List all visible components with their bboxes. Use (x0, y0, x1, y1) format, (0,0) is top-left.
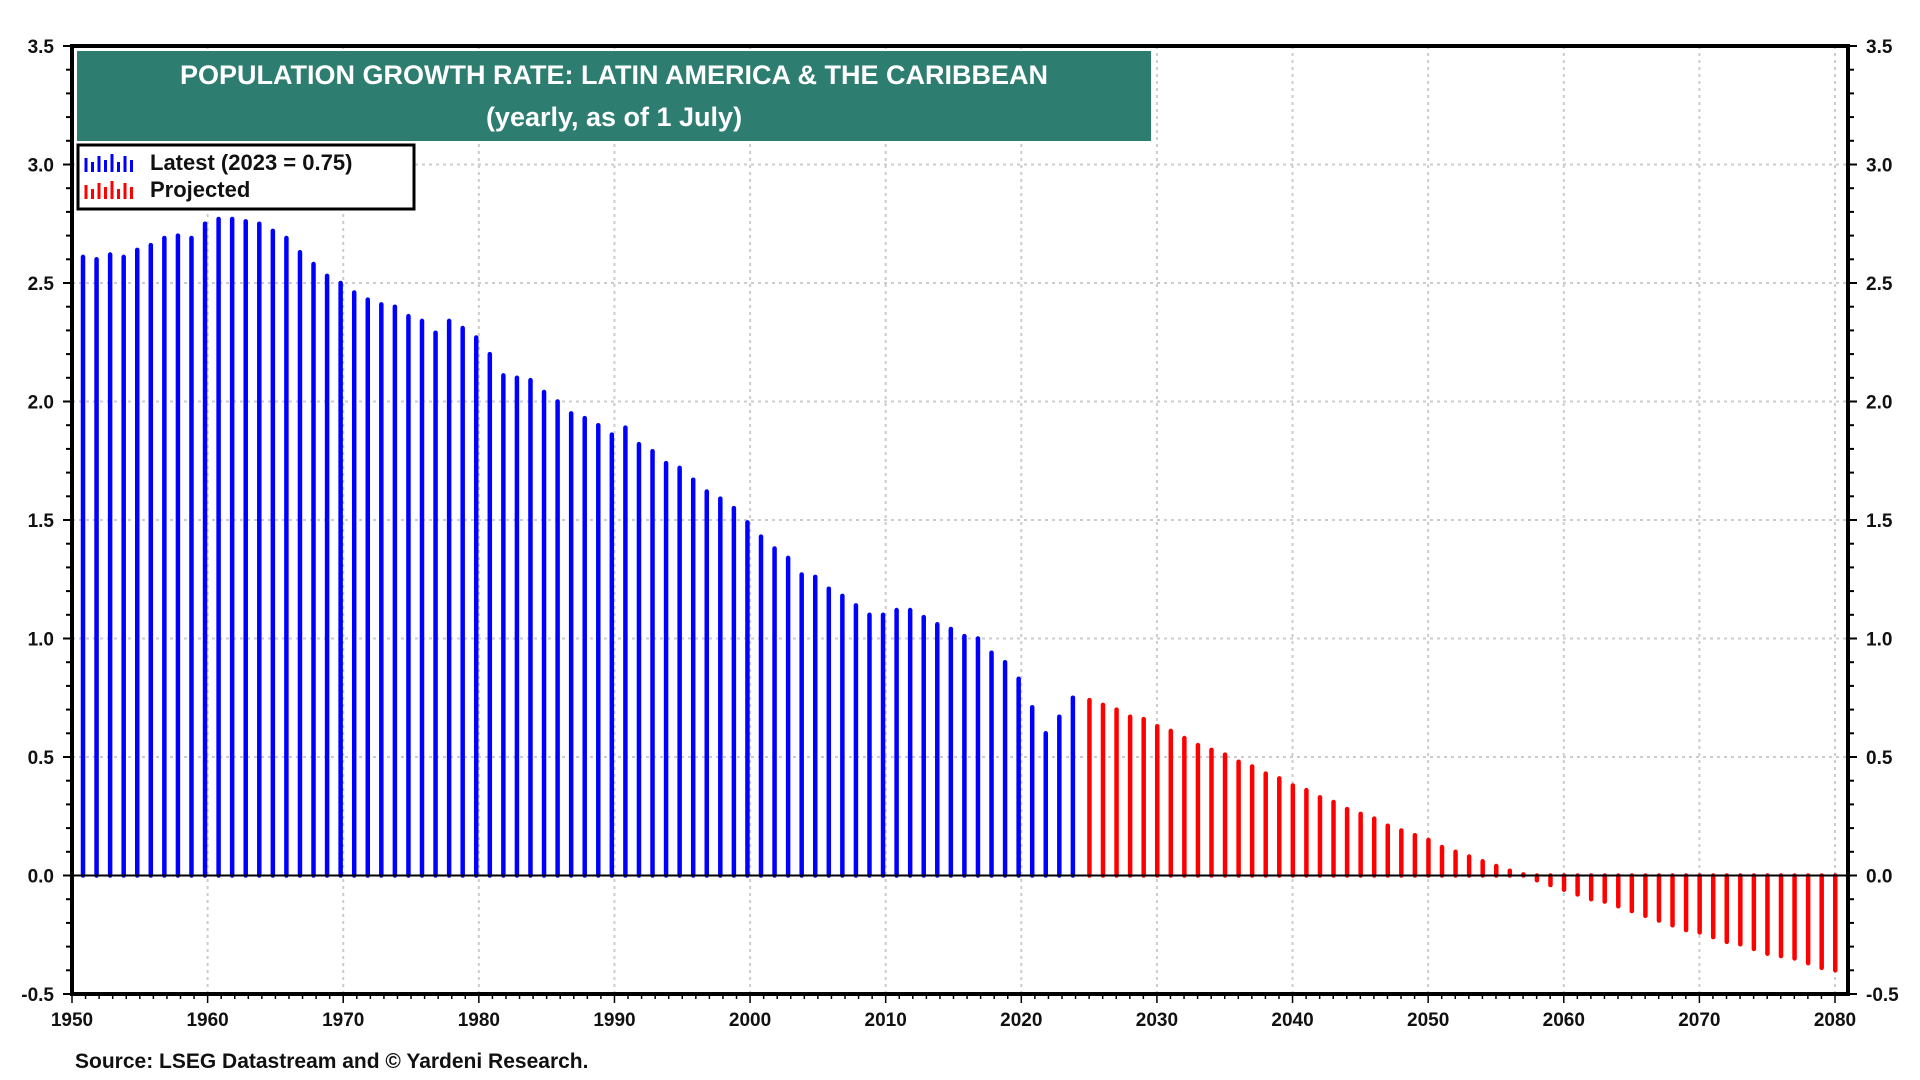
chart-subtitle: (yearly, as of 1 July) (486, 102, 742, 132)
y-tick-label-left: 2.5 (28, 274, 55, 295)
y-tick-label-left: 0.5 (28, 748, 55, 769)
x-tick-label: 1990 (593, 1010, 635, 1031)
axis-ticks (63, 45, 1857, 1003)
x-tick-label: 1970 (322, 1010, 364, 1031)
y-tick-label-left: 2.0 (28, 393, 54, 414)
legend-label-latest: Latest (2023 = 0.75) (150, 150, 352, 175)
y-tick-label-right: 2.0 (1866, 393, 1892, 414)
title-background (77, 51, 1151, 141)
x-tick-label: 2030 (1136, 1010, 1178, 1031)
y-tick-label-right: 2.5 (1866, 274, 1893, 295)
y-tick-label-left: 1.0 (28, 630, 54, 651)
x-tick-label: 2070 (1678, 1010, 1720, 1031)
legend-box (76, 143, 416, 211)
y-tick-label-right: -0.5 (1866, 985, 1899, 1006)
x-tick-label: 2050 (1407, 1010, 1449, 1031)
x-tick-label: 1960 (186, 1010, 228, 1031)
y-tick-label-right: 3.5 (1866, 37, 1893, 58)
source-note: Source: LSEG Datastream and © Yardeni Re… (75, 1050, 588, 1073)
x-tick-label: 2000 (729, 1010, 771, 1031)
y-tick-label-right: 1.5 (1866, 511, 1893, 532)
legend-bars-icon-latest (84, 154, 133, 172)
legend-label-projected: Projected (150, 177, 250, 202)
x-tick-label: 2040 (1271, 1010, 1313, 1031)
x-tick-label: 2010 (865, 1010, 907, 1031)
legend-bars-icon-projected (84, 181, 133, 199)
x-tick-label: 2060 (1543, 1010, 1585, 1031)
y-tick-label-left: 0.0 (28, 867, 54, 888)
y-tick-label-left: 3.0 (28, 156, 54, 177)
axis-labels: 1950 1960 1970 1980 1990 2000 2010 2020 2030 2040… (21, 37, 1899, 1031)
x-tick-label: 1980 (458, 1010, 500, 1031)
y-tick-label-left: 3.5 (28, 37, 55, 58)
x-tick-label: 2020 (1000, 1010, 1042, 1031)
bars (80, 216, 1838, 973)
y-tick-label-right: 1.0 (1866, 630, 1892, 651)
chart-title: POPULATION GROWTH RATE: LATIN AMERICA & … (180, 60, 1048, 90)
y-tick-label-right: 0.5 (1866, 748, 1893, 769)
y-tick-label-left: 1.5 (28, 511, 55, 532)
title-box: POPULATION GROWTH RATE: LATIN AMERICA & … (77, 51, 1151, 141)
y-tick-label-right: 0.0 (1866, 867, 1892, 888)
y-tick-label-left: -0.5 (21, 985, 54, 1006)
x-tick-label: 2080 (1814, 1010, 1856, 1031)
y-tick-label-right: 3.0 (1866, 156, 1892, 177)
x-tick-label: 1950 (51, 1010, 93, 1031)
legend: Latest (2023 = 0.75) Projected (76, 143, 416, 211)
